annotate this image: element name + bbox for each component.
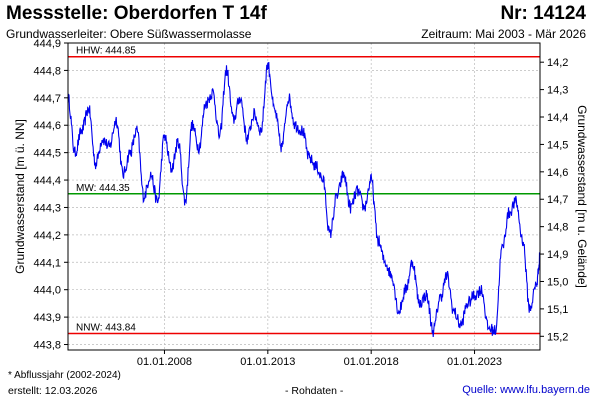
period-label: Zeitraum: Mai 2003 - Mär 2026 [421,27,586,41]
plot-frame [67,42,541,351]
x-tick-label: 01.01.2013 [240,356,295,368]
reference-label-mw: MW: 444.35 [76,183,130,194]
y-tick-label: 444,2 [33,230,61,242]
y-tick-label: 444,3 [33,202,61,214]
y-right-tick-label: 14,6 [547,167,568,179]
groundwater-series-0 [67,61,541,337]
reference-lines: HHW: 444.85 MW: 444.35 NNW: 443.84 [68,46,540,335]
y-right-tick-label: 15,0 [547,276,568,288]
y-right-tick-label: 14,5 [547,139,568,151]
reference-label-nnw: NNW: 443.84 [76,323,136,334]
station-title: Messstelle: Oberdorfen T 14f [6,3,267,24]
y-axis-label: Grundwasserstand [m ü. NN] [13,119,27,274]
y-tick-label: 444,0 [33,285,61,297]
y-tick-label: 444,6 [33,120,61,132]
y-right-tick-label: 14,3 [547,85,568,97]
y-axis-label-right: Grundwasserstand [m u. Gelände] [575,105,589,288]
created-date: erstellt: 12.03.2026 [8,385,98,397]
y-right-tick-label: 15,2 [547,331,568,343]
aquifer-label: Grundwasserleiter: Obere Süßwassermolass… [6,27,252,41]
grid-layer [68,42,540,350]
y-right-tick-label: 14,2 [547,57,568,69]
y-tick-label: 444,5 [33,148,61,160]
y-tick-label: 444,7 [33,93,61,105]
x-tick-label: 01.01.2018 [344,356,399,368]
footnote: * Abflussjahr (2002-2024) [8,370,121,381]
y-tick-label: 444,9 [33,38,61,50]
x-tick-label: 01.01.2023 [447,356,502,368]
reference-label-hhw: HHW: 444.85 [76,46,136,57]
series-layer [67,61,541,337]
y-tick-label: 443,8 [33,340,61,352]
x-tick-label: 01.01.2008 [137,356,192,368]
y-tick-label: 444,1 [33,257,61,269]
station-number: Nr: 14124 [500,3,586,24]
y-right-tick-label: 14,7 [547,194,568,206]
raw-data-label: - Rohdaten - [285,385,344,397]
y-right-tick-label: 15,1 [547,304,568,316]
axis-layer: 443,8 443,9 444,0 444,1 444,2 444,3 444,4 444,5… [13,38,589,368]
y-right-tick-label: 14,4 [547,112,568,124]
source-link[interactable]: Quelle: www.lfu.bayern.de [462,384,590,396]
y-tick-label: 444,8 [33,65,61,77]
y-right-tick-label: 14,8 [547,222,568,234]
y-tick-label: 443,9 [33,312,61,324]
y-right-tick-label: 14,9 [547,249,568,261]
y-tick-label: 444,4 [33,175,61,187]
